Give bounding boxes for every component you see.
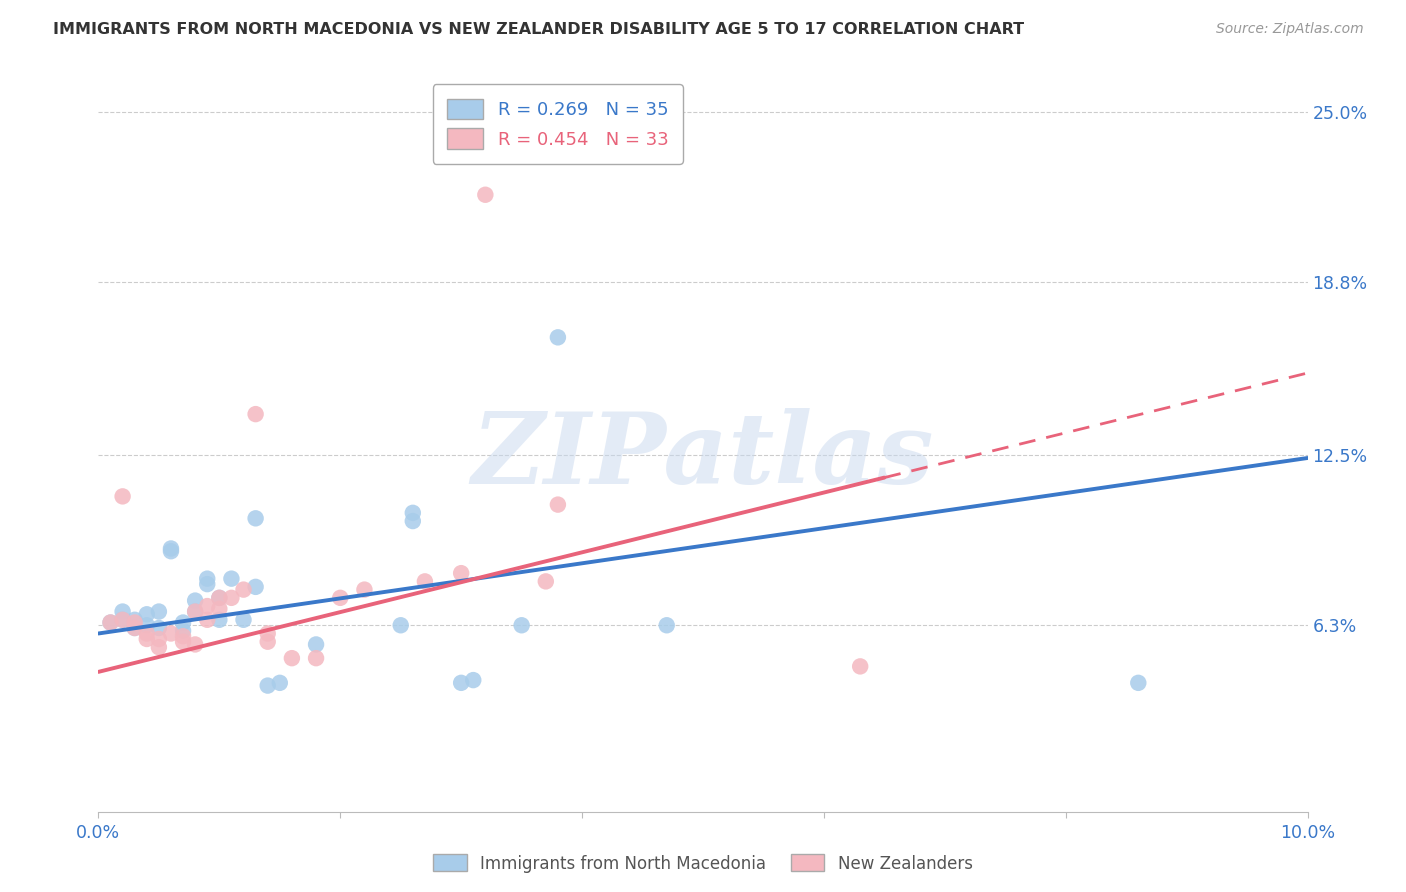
Point [450,566,472,581]
Point [256,679,278,693]
Point [148,605,170,619]
Point [172,615,194,630]
Point [1128,676,1150,690]
Point [100,615,122,630]
Point [849,659,872,673]
Point [245,580,267,594]
Point [245,511,267,525]
Point [148,640,170,655]
Text: IMMIGRANTS FROM NORTH MACEDONIA VS NEW ZEALANDER DISABILITY AGE 5 TO 17 CORRELAT: IMMIGRANTS FROM NORTH MACEDONIA VS NEW Z… [53,22,1025,37]
Point [245,407,267,421]
Point [111,613,134,627]
Point [413,574,436,589]
Point [172,629,194,643]
Point [208,613,231,627]
Point [135,607,157,622]
Point [402,514,425,528]
Point [195,572,218,586]
Point [547,330,569,344]
Point [124,621,146,635]
Text: Source: ZipAtlas.com: Source: ZipAtlas.com [1216,22,1364,37]
Point [208,591,231,605]
Point [135,632,157,646]
Text: ZIPatlas: ZIPatlas [472,409,934,505]
Point [124,613,146,627]
Point [256,634,278,648]
Point [281,651,304,665]
Point [547,498,569,512]
Point [148,621,170,635]
Point [124,621,146,635]
Point [184,637,207,651]
Point [221,591,243,605]
Point [160,626,183,640]
Point [305,651,328,665]
Point [160,541,183,556]
Point [100,615,122,630]
Point [510,618,533,632]
Legend: R = 0.269   N = 35, R = 0.454   N = 33: R = 0.269 N = 35, R = 0.454 N = 33 [433,84,683,164]
Point [195,599,218,613]
Point [195,577,218,591]
Point [195,613,218,627]
Point [305,637,328,651]
Point [232,613,254,627]
Point [402,506,425,520]
Point [160,544,183,558]
Point [111,605,134,619]
Point [353,582,375,597]
Point [655,618,678,632]
Point [474,187,496,202]
Point [172,624,194,638]
Point [172,634,194,648]
Point [184,605,207,619]
Point [135,626,157,640]
Point [208,602,231,616]
Point [450,676,472,690]
Point [232,582,254,597]
Point [256,626,278,640]
Point [534,574,557,589]
Legend: Immigrants from North Macedonia, New Zealanders: Immigrants from North Macedonia, New Zea… [426,847,980,880]
Point [221,572,243,586]
Point [463,673,485,687]
Point [135,618,157,632]
Point [124,615,146,630]
Point [148,632,170,646]
Point [329,591,352,605]
Point [389,618,412,632]
Point [184,605,207,619]
Point [184,593,207,607]
Point [269,676,291,690]
Point [208,591,231,605]
Point [111,613,134,627]
Point [111,489,134,503]
